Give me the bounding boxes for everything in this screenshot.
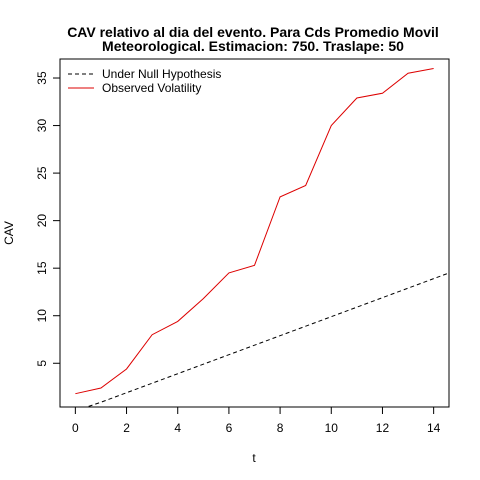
- series-line-observed-volatility: [75, 68, 434, 395]
- plot-frame: [59, 58, 450, 408]
- x-tick-label: 2: [123, 421, 130, 435]
- y-tick-label: 10: [35, 309, 49, 323]
- x-tick-label: 10: [325, 421, 339, 435]
- y-axis: 5 10 15 20 25 30 35: [35, 71, 61, 367]
- series-line-null-hypothesis: [85, 272, 449, 407]
- x-tick-label: 14: [427, 421, 441, 435]
- x-axis-label: t: [252, 451, 256, 465]
- x-tick-label: 0: [72, 421, 79, 435]
- x-tick-label: 8: [277, 421, 284, 435]
- x-tick-label: 12: [376, 421, 390, 435]
- legend: Under Null Hypothesis Observed Volatilit…: [68, 67, 221, 95]
- y-tick-label: 15: [35, 261, 49, 275]
- y-tick-label: 25: [35, 166, 49, 180]
- plot-lines: [75, 68, 449, 407]
- legend-label-null: Under Null Hypothesis: [102, 67, 221, 81]
- y-axis-label: CAV: [2, 221, 16, 245]
- y-tick-label: 30: [35, 119, 49, 133]
- chart-subtitle: Meteorological. Estimacion: 750. Traslap…: [102, 38, 404, 54]
- x-tick-label: 4: [174, 421, 181, 435]
- y-tick-label: 5: [35, 360, 49, 367]
- y-tick-label: 20: [35, 214, 49, 228]
- x-axis: 0 2 4 6 8 10 12 14: [72, 406, 441, 435]
- y-tick-label: 35: [35, 71, 49, 85]
- x-tick-label: 6: [226, 421, 233, 435]
- chart-title: CAV relativo al dia del evento. Para Cds…: [67, 24, 439, 40]
- legend-label-observed: Observed Volatility: [102, 81, 201, 95]
